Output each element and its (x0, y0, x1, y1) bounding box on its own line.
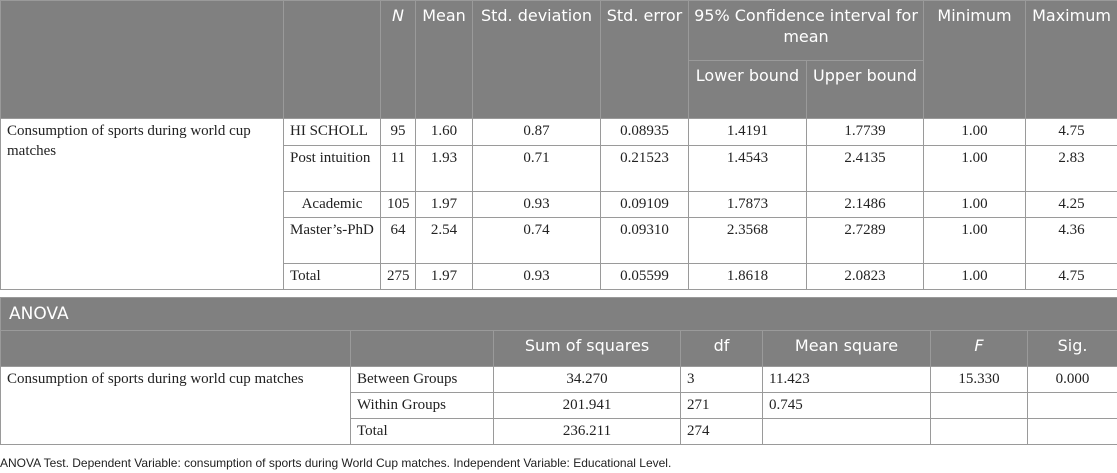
cell-upper: 2.4135 (806, 145, 924, 192)
cell-f (930, 392, 1028, 419)
cell-min: 1.00 (923, 217, 1026, 264)
table-row: Post intuition 11 1.93 0.71 0.21523 1.45… (1, 145, 1117, 192)
header-df: df (680, 330, 763, 367)
table-footnote: ANOVA Test. Dependent Variable: consumpt… (0, 456, 672, 470)
cell-upper: 2.7289 (806, 217, 924, 264)
header-maximum: Maximum (1025, 0, 1117, 119)
header-sum-of-squares: Sum of squares (493, 330, 681, 367)
header-minimum: Minimum (923, 0, 1026, 119)
cell-ms: 0.745 (762, 392, 931, 419)
anova-table: ANOVA Sum of squares df Mean square F Si… (0, 297, 1117, 445)
cell-f (930, 418, 1028, 445)
cell-se: 0.21523 (600, 145, 689, 192)
cell-sd: 0.93 (472, 191, 601, 218)
cell-se: 0.09109 (600, 191, 689, 218)
cell-upper: 2.1486 (806, 191, 924, 218)
cell-df: 271 (680, 392, 763, 419)
source-label: Total (350, 418, 494, 445)
header-upper-bound: Upper bound (806, 60, 924, 119)
cell-max: 4.25 (1025, 191, 1117, 218)
header-sig: Sig. (1026, 330, 1117, 367)
header-lower-bound: Lower bound (688, 60, 807, 119)
header-blank-2 (283, 0, 381, 119)
cell-n: 11 (380, 145, 416, 192)
table-row: Total 236.211 274 (1, 418, 1117, 445)
cell-ss: 236.211 (493, 418, 681, 445)
table-row: Consumption of sports during world cup m… (0, 366, 1117, 445)
cell-df: 274 (680, 418, 763, 445)
header-f: F (930, 330, 1028, 367)
cell-min: 1.00 (923, 118, 1026, 146)
cell-min: 1.00 (923, 263, 1026, 290)
table-row: Master’s-PhD 64 2.54 0.74 0.09310 2.3568… (1, 217, 1117, 264)
header-mean-square: Mean square (762, 330, 931, 367)
cell-ss: 34.270 (493, 366, 681, 393)
cell-min: 1.00 (923, 145, 1026, 192)
table-row: Consumption of sports during world cup m… (0, 118, 1117, 290)
cell-lower: 1.4191 (688, 118, 807, 146)
group-label: Master’s-PhD (283, 217, 381, 264)
cell-n: 95 (380, 118, 416, 146)
descriptives-table: N Mean Std. deviation Std. error 95% Con… (0, 0, 1117, 290)
cell-max: 2.83 (1025, 145, 1117, 192)
cell-sig: 0.000 (1026, 366, 1117, 393)
cell-mean: 1.93 (415, 145, 473, 192)
cell-lower: 1.8618 (688, 263, 807, 290)
table-row: Academic 105 1.97 0.93 0.09109 1.7873 2.… (1, 191, 1117, 218)
cell-upper: 1.7739 (806, 118, 924, 146)
header-confidence-interval: 95% Confidence interval for mean (688, 0, 924, 61)
group-label: HI SCHOLL (283, 118, 381, 146)
cell-n: 105 (380, 191, 416, 218)
cell-mean: 2.54 (415, 217, 473, 264)
header-blank (0, 330, 351, 367)
header-std-deviation: Std. deviation (472, 0, 601, 119)
cell-min: 1.00 (923, 191, 1026, 218)
anova-title: ANOVA (0, 297, 1117, 331)
source-label: Within Groups (350, 392, 494, 419)
cell-ms (762, 418, 931, 445)
cell-f: 15.330 (930, 366, 1028, 393)
cell-mean: 1.97 (415, 263, 473, 290)
cell-max: 4.36 (1025, 217, 1117, 264)
cell-mean: 1.97 (415, 191, 473, 218)
dependent-variable: Consumption of sports during world cup m… (0, 118, 284, 290)
header-std-error: Std. error (600, 0, 689, 119)
source-label: Between Groups (350, 366, 494, 393)
cell-lower: 1.4543 (688, 145, 807, 192)
dependent-variable: Consumption of sports during world cup m… (0, 366, 351, 445)
header-mean: Mean (415, 0, 473, 119)
table-row: Total 275 1.97 0.93 0.05599 1.8618 2.082… (1, 263, 1117, 290)
group-label: Post intuition (283, 145, 381, 192)
cell-n: 64 (380, 217, 416, 264)
cell-df: 3 (680, 366, 763, 393)
cell-sd: 0.74 (472, 217, 601, 264)
cell-ss: 201.941 (493, 392, 681, 419)
cell-se: 0.05599 (600, 263, 689, 290)
header-blank-2 (350, 330, 494, 367)
cell-n: 275 (380, 263, 416, 290)
cell-ms: 11.423 (762, 366, 931, 393)
cell-se: 0.09310 (600, 217, 689, 264)
cell-max: 4.75 (1025, 263, 1117, 290)
cell-sd: 0.93 (472, 263, 601, 290)
cell-sig (1026, 392, 1117, 419)
cell-se: 0.08935 (600, 118, 689, 146)
cell-lower: 1.7873 (688, 191, 807, 218)
cell-sig (1026, 418, 1117, 445)
cell-max: 4.75 (1025, 118, 1117, 146)
cell-sd: 0.87 (472, 118, 601, 146)
cell-sd: 0.71 (472, 145, 601, 192)
group-label: Academic (283, 191, 381, 218)
cell-upper: 2.0823 (806, 263, 924, 290)
cell-mean: 1.60 (415, 118, 473, 146)
cell-lower: 2.3568 (688, 217, 807, 264)
header-n: N (380, 0, 416, 119)
group-label: Total (283, 263, 381, 290)
header-blank (0, 0, 284, 119)
